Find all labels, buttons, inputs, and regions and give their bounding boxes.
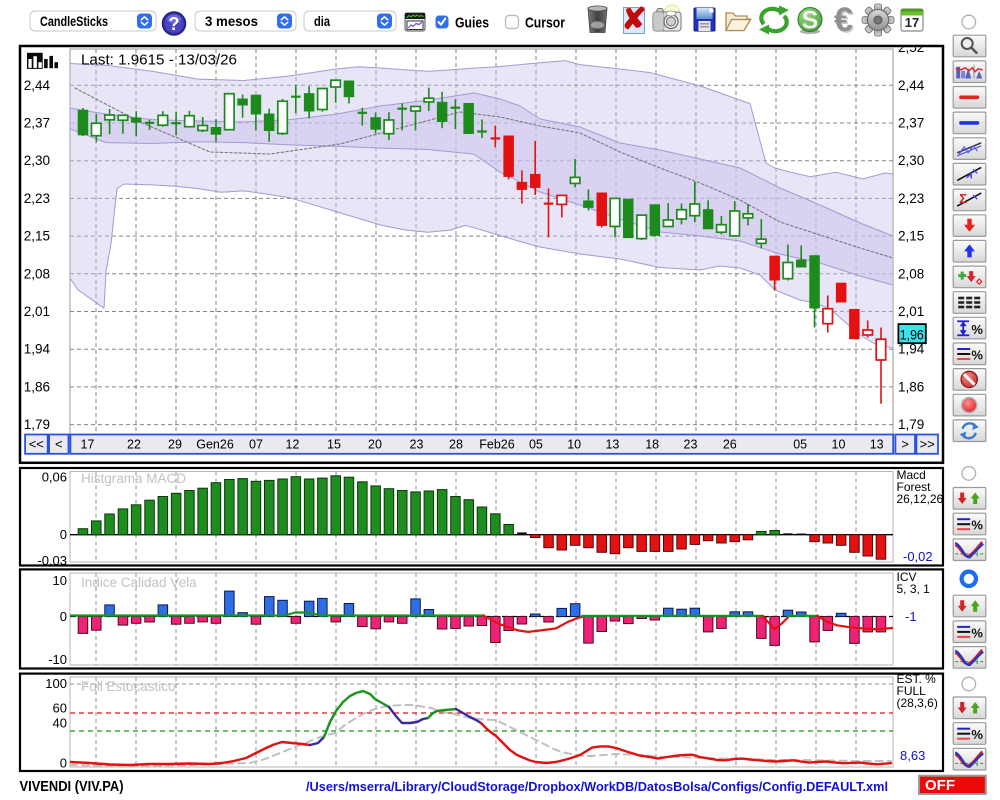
svg-text:%: % [971,348,983,363]
svg-text:<<: << [29,437,44,452]
svg-text:13: 13 [605,438,619,452]
svg-text:2,30: 2,30 [24,153,50,168]
svg-text:-0,03: -0,03 [37,553,67,568]
svg-text:Feb26: Feb26 [479,438,514,452]
svg-text:2,15: 2,15 [24,229,50,244]
svg-text:S: S [802,7,819,35]
svg-text:dia: dia [314,13,330,29]
svg-text:2,37: 2,37 [24,116,50,131]
svg-text:€: € [836,3,855,41]
svg-text:40: 40 [53,716,67,731]
svg-text:15: 15 [327,438,341,452]
svg-text:1,94: 1,94 [24,342,51,357]
svg-text:26,12,26: 26,12,26 [897,492,944,506]
svg-text:/Users/mserra/Library/CloudSto: /Users/mserra/Library/CloudStorage/Dropb… [306,779,888,794]
svg-text:2,01: 2,01 [24,304,50,319]
svg-text:-0,02: -0,02 [903,549,933,564]
svg-text:60: 60 [53,701,67,716]
svg-text:07: 07 [249,438,263,452]
svg-text:2,37: 2,37 [898,116,924,131]
svg-text:Histgrama MACD: Histgrama MACD [81,471,186,486]
svg-text:ICV: ICV [897,570,917,584]
svg-text:✘: ✘ [621,3,646,36]
svg-text:2,15: 2,15 [898,229,924,244]
svg-text:Gen26: Gen26 [196,438,234,452]
svg-text:1,86: 1,86 [24,379,50,394]
svg-text:Σ: Σ [959,191,967,206]
svg-text:2,08: 2,08 [898,266,924,281]
svg-text:28: 28 [449,438,463,452]
svg-text:05: 05 [793,438,807,452]
svg-text:(28,3,6): (28,3,6) [897,696,938,710]
svg-text:?: ? [169,14,180,34]
svg-text:3 mesos: 3 mesos [205,13,258,29]
svg-text:0: 0 [60,609,67,624]
svg-text:>>: >> [920,437,935,452]
svg-text:€: € [834,1,853,39]
svg-text:-10: -10 [48,652,67,667]
svg-text:0,06: 0,06 [42,470,67,485]
svg-text:1,79: 1,79 [24,417,50,432]
svg-text:05: 05 [529,438,543,452]
svg-text:13: 13 [870,438,884,452]
svg-text:>: > [901,437,909,452]
svg-text:0: 0 [60,527,67,542]
svg-text:2,23: 2,23 [24,191,50,206]
svg-text:2,01: 2,01 [898,304,924,319]
svg-text:Cursor: Cursor [525,15,565,32]
svg-text:CandleSticks: CandleSticks [40,13,108,29]
svg-text:Guies: Guies [455,15,489,32]
svg-text:100: 100 [45,676,67,691]
svg-text:10: 10 [832,438,846,452]
svg-text:1,94: 1,94 [898,342,925,357]
svg-text:Indice Calidad Vela: Indice Calidad Vela [81,575,197,590]
svg-text:EST. %: EST. % [897,672,937,686]
svg-text:-1: -1 [905,609,917,624]
svg-text:22: 22 [127,438,141,452]
svg-text:Full Estocastico: Full Estocastico [81,679,176,694]
svg-text:29: 29 [168,438,182,452]
svg-text:1,79: 1,79 [898,417,924,432]
svg-text:2,44: 2,44 [24,78,51,93]
svg-text:OFF: OFF [925,777,955,794]
svg-text:2,44: 2,44 [898,78,925,93]
svg-text:Last: 1.9615 - 13/03/26: Last: 1.9615 - 13/03/26 [81,53,237,69]
svg-text:2,52: 2,52 [898,40,924,55]
svg-text:Macd: Macd [897,468,926,482]
svg-text:8,63: 8,63 [900,748,925,763]
svg-text:17: 17 [81,438,95,452]
svg-text:12: 12 [286,438,300,452]
svg-text:23: 23 [684,438,698,452]
svg-text:1,86: 1,86 [898,379,924,394]
svg-text:1,96: 1,96 [900,328,924,343]
svg-text:20: 20 [368,438,382,452]
svg-text:0: 0 [60,756,67,771]
svg-text:VIVENDI (VIV.PA): VIVENDI (VIV.PA) [20,779,124,795]
svg-text:%: % [971,322,983,337]
svg-text:2,23: 2,23 [898,191,924,206]
svg-text:<: < [55,437,63,452]
svg-text:2,30: 2,30 [898,153,924,168]
svg-text:Forest: Forest [897,480,932,494]
svg-text:2,08: 2,08 [24,266,50,281]
svg-text:FULL: FULL [897,684,927,698]
svg-text:%: % [971,625,983,640]
svg-text:10: 10 [567,438,581,452]
svg-text:5, 3, 1: 5, 3, 1 [897,582,931,596]
svg-text:23: 23 [410,438,424,452]
svg-text:%: % [971,518,983,533]
svg-text:%: % [971,727,983,742]
svg-text:18: 18 [645,438,659,452]
svg-text:26: 26 [723,438,737,452]
svg-text:17: 17 [905,15,919,30]
svg-text:10: 10 [53,573,67,588]
